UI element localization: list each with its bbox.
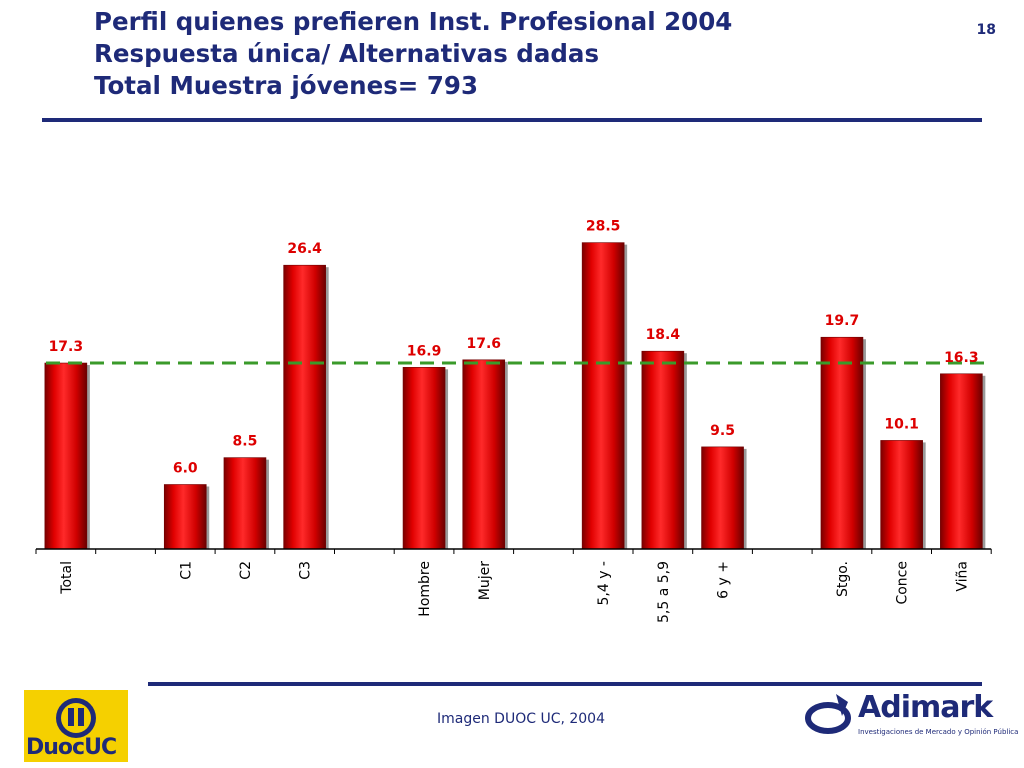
bar [701,446,744,550]
bar [163,484,207,550]
bar-value-label: 16.3 [944,350,979,366]
bar [402,367,446,550]
adimark-logo: Adimark Investigaciones de Mercado y Opi… [802,690,1018,740]
bar-value-label: 16.9 [407,343,442,359]
bar-value-label: 9.5 [710,423,735,439]
bar [641,350,685,550]
x-tick-label: C3 [298,561,314,580]
bottom-divider [148,682,982,686]
bar-value-label: 17.3 [49,339,84,355]
title-line-2: Respuesta única/ Alternativas dadas [94,39,600,68]
bar [223,457,267,550]
x-tick-label: 6 y + [716,561,732,599]
adimark-logo-subtitle: Investigaciones de Mercado y Opinión Púb… [858,728,1019,736]
bar [283,264,326,550]
duoc-crest-icon [56,698,96,738]
adimark-fish-icon [805,694,851,734]
bar-value-label: 26.4 [287,241,322,257]
bar [462,359,506,550]
bar [820,336,864,550]
top-divider [42,118,982,122]
bar-value-label: 19.7 [825,313,860,329]
x-tick-label: Viña [954,561,970,592]
bar [581,242,625,550]
duoc-logo-text: DuocUC [26,735,117,760]
title-line-1: Perfil quienes prefieren Inst. Profesion… [94,7,733,36]
duoc-uc-logo: DuocUC [24,690,128,762]
x-tick-label: 5,5 a 5,9 [656,561,672,623]
x-tick-label: Mujer [477,561,493,600]
footer-caption: Imagen DUOC UC, 2004 [437,711,605,727]
bar [880,440,923,550]
bar-value-label: 8.5 [233,434,258,450]
bar-value-label: 17.6 [466,336,501,352]
bar-value-label: 6.0 [173,461,198,477]
bar-value-label: 18.4 [646,327,681,343]
bar-value-label: 28.5 [586,219,621,235]
title-line-3: Total Muestra jóvenes= 793 [94,71,478,100]
slide-title: Perfil quienes prefieren Inst. Profesion… [94,6,914,102]
x-tick-label: Conce [895,561,911,605]
x-tick-label: Total [59,561,75,595]
bar [44,362,88,550]
page-number: 18 [976,22,996,38]
bar [940,373,983,550]
x-tick-label: Stgo. [835,561,851,597]
x-tick-label: C1 [178,561,194,580]
bar-value-label: 10.1 [884,416,919,432]
x-tick-label: 5,4 y - [596,561,612,606]
adimark-logo-text: Adimark [858,690,993,725]
x-tick-label: Hombre [417,561,433,617]
x-tick-label: C2 [238,561,254,580]
